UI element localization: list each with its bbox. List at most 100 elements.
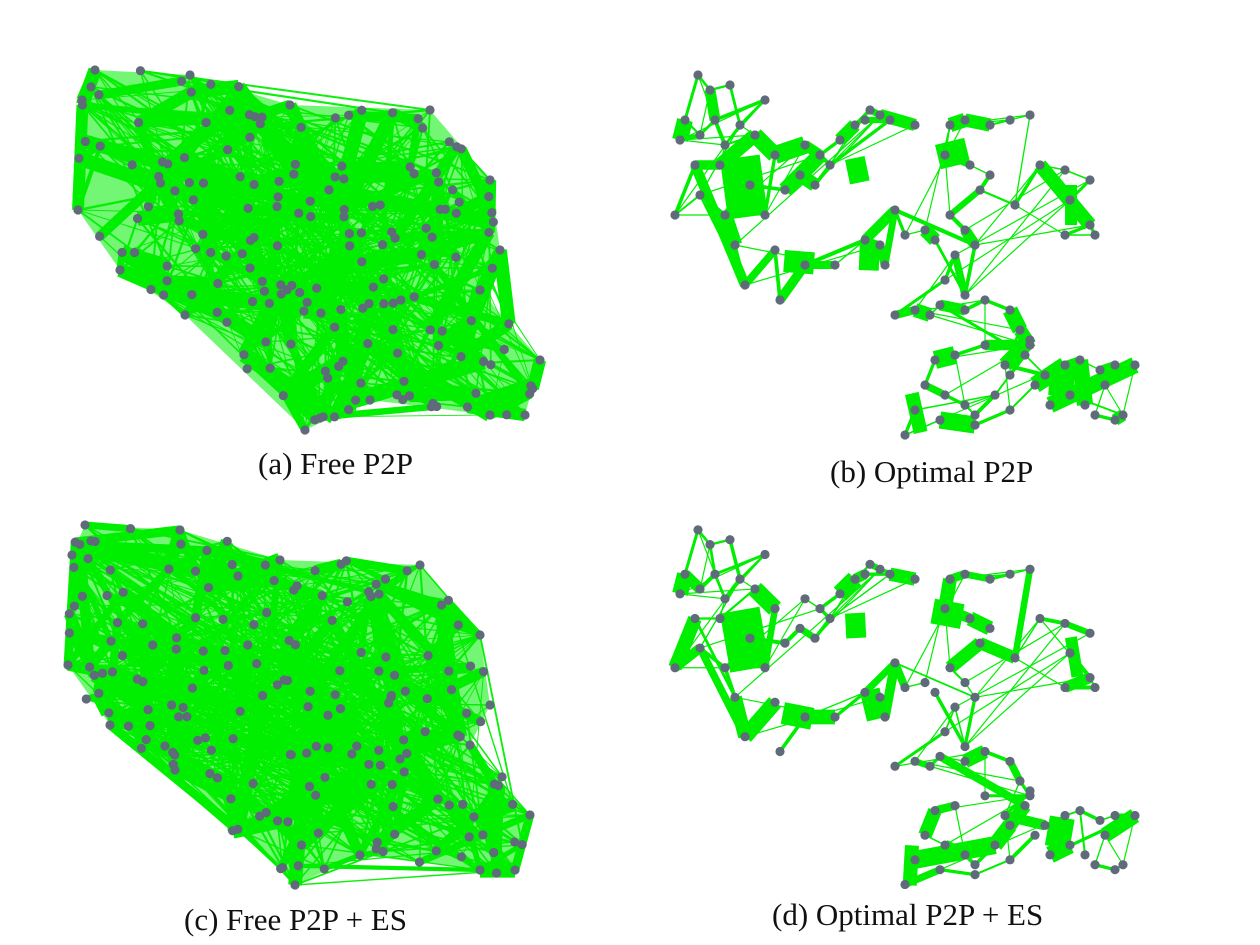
network-node xyxy=(525,810,535,820)
network-node xyxy=(1065,648,1075,658)
network-node xyxy=(244,110,255,120)
network-edge xyxy=(341,161,411,172)
network-node xyxy=(493,780,504,791)
network-node xyxy=(437,326,447,336)
network-node xyxy=(368,282,378,292)
network-edge xyxy=(1013,164,1042,206)
network-node xyxy=(469,812,479,822)
network-node xyxy=(690,613,700,624)
network-node xyxy=(910,574,920,584)
network-node xyxy=(985,170,995,180)
network-node xyxy=(198,178,209,188)
network-node xyxy=(387,779,397,790)
network-edge xyxy=(283,591,328,645)
network-edge xyxy=(881,209,899,266)
network-node xyxy=(502,410,512,420)
network-edge xyxy=(1004,780,1021,816)
network-node xyxy=(970,240,980,250)
network-node xyxy=(690,160,700,170)
network-node xyxy=(965,160,975,170)
network-node xyxy=(431,168,441,178)
network-node xyxy=(292,581,302,591)
network-edge xyxy=(230,694,270,831)
network-node xyxy=(105,720,115,730)
network-node xyxy=(138,619,148,629)
network-edge xyxy=(232,644,256,713)
network-edge xyxy=(739,553,766,580)
network-node xyxy=(1080,400,1090,410)
network-edge xyxy=(963,696,977,747)
network-node xyxy=(1110,415,1120,425)
network-node xyxy=(187,290,197,300)
network-node xyxy=(730,692,740,702)
network-node xyxy=(1090,230,1100,240)
network-node xyxy=(363,338,373,349)
network-edge xyxy=(142,675,194,695)
network-node xyxy=(960,741,970,752)
network-node xyxy=(1005,569,1015,579)
network-edge xyxy=(948,187,982,218)
node-layer xyxy=(73,65,545,435)
network-edge xyxy=(301,706,325,834)
network-edge xyxy=(964,652,1071,747)
heavy-link-band xyxy=(858,240,880,271)
network-edge xyxy=(776,262,809,303)
network-edge xyxy=(951,254,969,296)
network-node xyxy=(243,203,253,213)
network-node xyxy=(476,717,486,727)
network-node xyxy=(388,801,398,812)
network-node xyxy=(329,322,340,332)
network-node xyxy=(1090,860,1100,870)
network-edge xyxy=(1004,364,1011,411)
network-node xyxy=(965,613,975,624)
network-node xyxy=(800,594,810,604)
network-edge xyxy=(202,648,289,683)
network-node xyxy=(980,791,990,801)
network-node xyxy=(323,710,333,720)
network-node xyxy=(274,176,284,187)
network-node xyxy=(312,283,322,293)
network-edge xyxy=(437,736,461,800)
network-node xyxy=(148,640,158,650)
network-edge xyxy=(394,671,485,835)
network-node xyxy=(940,275,950,285)
network-edge xyxy=(1014,618,1041,659)
network-node xyxy=(710,569,720,579)
network-edge xyxy=(493,249,516,325)
network-node xyxy=(143,202,153,212)
network-edge xyxy=(974,224,1091,246)
network-edge xyxy=(672,644,703,672)
network-edge xyxy=(373,793,442,848)
network-node xyxy=(413,114,423,124)
network-node xyxy=(90,65,100,75)
network-node xyxy=(475,285,485,295)
network-node xyxy=(940,727,950,737)
network-node xyxy=(258,690,268,701)
network-node xyxy=(865,105,875,115)
network-node xyxy=(1130,810,1140,821)
network-node xyxy=(985,623,995,633)
network-node xyxy=(935,415,945,425)
network-edge xyxy=(1039,618,1091,679)
network-node xyxy=(745,180,755,190)
network-node xyxy=(85,662,95,672)
network-edge xyxy=(464,265,500,324)
network-node xyxy=(396,295,406,305)
network-node xyxy=(491,868,502,878)
network-node xyxy=(465,740,475,750)
network-node xyxy=(233,571,243,581)
network-node xyxy=(95,231,105,242)
network-free-p2p xyxy=(70,60,560,440)
network-node xyxy=(300,425,310,435)
network-node xyxy=(272,241,283,251)
network-node xyxy=(255,811,265,821)
network-node xyxy=(173,209,184,219)
network-node xyxy=(367,201,378,211)
network-node xyxy=(364,587,374,597)
network-node xyxy=(710,115,720,125)
network-node xyxy=(356,378,366,388)
network-node xyxy=(485,410,495,420)
network-node xyxy=(950,350,960,360)
network-node xyxy=(206,247,216,258)
network-node xyxy=(705,85,715,95)
